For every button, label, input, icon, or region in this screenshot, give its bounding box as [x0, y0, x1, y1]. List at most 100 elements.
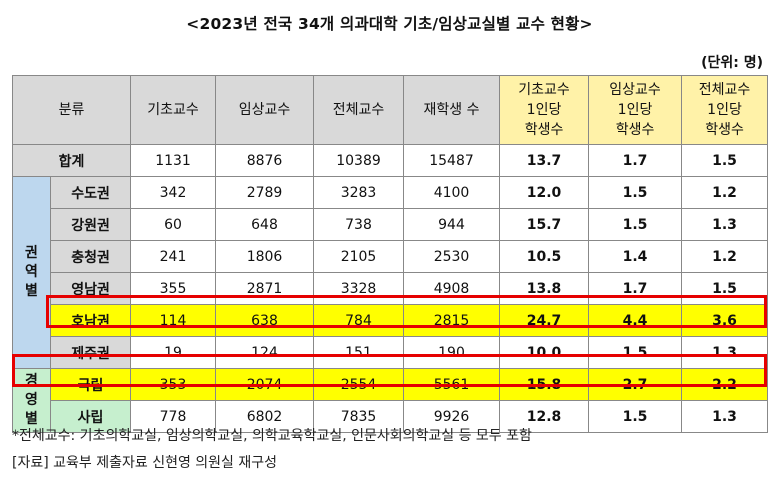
- cell-value: 1.2: [681, 240, 769, 273]
- cell-value: 2789: [215, 176, 315, 209]
- cell-value: 4.4: [588, 304, 683, 337]
- cell-value: 738: [313, 208, 405, 241]
- cell-value: 24.7: [499, 304, 590, 337]
- header-basic-ratio: 기초교수 1인당 학생수: [499, 75, 590, 145]
- source-note: [자료] 교육부 제출자료 신현영 의원실 재구성: [12, 455, 278, 471]
- table-row: 영남권 355 2871 3328 4908 13.8 1.7 1.5: [13, 272, 769, 305]
- cell-value: 2105: [313, 240, 405, 273]
- row-label: 제주권: [49, 336, 132, 369]
- row-label: 호남권: [49, 304, 132, 337]
- row-label: 국립: [49, 368, 132, 401]
- group-label-management-char: 별: [25, 411, 38, 427]
- cell-value: 241: [130, 240, 217, 273]
- cell-value: 5561: [403, 368, 501, 401]
- cell-value: 12.8: [499, 400, 590, 433]
- footnote: *전체교수: 기초의학교실, 임상의학교실, 의학교육학교실, 인문사회의학교실…: [12, 428, 532, 444]
- cell-value: 1.7: [588, 144, 683, 177]
- table-row: 권 역 별 수도권 342 2789 3283 4100 12.0 1.5 1.2: [12, 176, 769, 369]
- cell-value: 13.7: [499, 144, 590, 177]
- cell-value: 124: [215, 336, 315, 369]
- cell-value: 784: [313, 304, 405, 337]
- page-title: <2023년 전국 34개 의과대학 기초/임상교실별 교수 현황>: [186, 15, 593, 33]
- cell-value: 355: [130, 272, 217, 305]
- header-total-ratio-line1: 전체교수: [698, 82, 751, 98]
- cell-value: 190: [403, 336, 501, 369]
- group-label-management-char: 영: [25, 392, 38, 408]
- cell-value: 944: [403, 208, 501, 241]
- cell-value: 12.0: [499, 176, 590, 209]
- row-label: 충청권: [49, 240, 132, 273]
- header-clinical-ratio-line3: 학생수: [615, 122, 655, 138]
- cell-value: 8876: [215, 144, 315, 177]
- header-category: 분류: [11, 75, 132, 145]
- header-basic: 기초교수: [130, 75, 217, 145]
- cell-value: 2871: [215, 272, 315, 305]
- cell-value: 1.5: [681, 144, 769, 177]
- table-row: 제주권 19 124 151 190 10.0 1.5 1.3: [13, 336, 769, 369]
- cell-value: 9926: [403, 400, 501, 433]
- header-clinical-ratio-line1: 임상교수: [609, 82, 661, 98]
- group-label-region-char: 별: [25, 283, 38, 299]
- cell-value: 1.5: [588, 400, 683, 433]
- header-students: 재학생 수: [403, 75, 501, 145]
- cell-value: 2.7: [588, 368, 683, 401]
- cell-value: 1.5: [588, 176, 683, 209]
- cell-value: 15.7: [499, 208, 590, 241]
- cell-value: 342: [130, 176, 217, 209]
- cell-value: 10.0: [499, 336, 590, 369]
- cell-value: 6802: [215, 400, 315, 433]
- cell-value: 19: [130, 336, 217, 369]
- cell-value: 1.4: [588, 240, 683, 273]
- group-label-region-char: 역: [25, 264, 38, 280]
- cell-value: 151: [313, 336, 405, 369]
- cell-value: 3.6: [681, 304, 769, 337]
- header-total-ratio-line3: 학생수: [705, 122, 744, 138]
- cell-value: 1.2: [681, 176, 769, 209]
- cell-value: 2074: [215, 368, 315, 401]
- header-total: 전체교수: [313, 75, 405, 145]
- cell-value: 3328: [313, 272, 405, 305]
- cell-value: 60: [130, 208, 217, 241]
- cell-value: 7835: [313, 400, 405, 433]
- row-label: 강원권: [49, 208, 132, 241]
- row-label: 영남권: [49, 272, 132, 305]
- group-label-region-char: 권: [25, 245, 38, 261]
- cell-value: 1.3: [681, 400, 769, 433]
- header-basic-ratio-line2: 1인당: [526, 102, 562, 118]
- table-row-total: 합계 1131 8876 10389 15487 13.7 1.7 1.5: [11, 144, 769, 177]
- table-row: 경 영 별 국립 353 2074 2554 5561 15.8 2.7 2.2: [12, 368, 769, 433]
- table-row: 사립 778 6802 7835 9926 12.8 1.5 1.3: [13, 400, 769, 433]
- cell-value: 114: [130, 304, 217, 337]
- cell-value: 1.3: [681, 336, 769, 369]
- header-total-ratio: 전체교수 1인당 학생수: [681, 75, 769, 145]
- group-label-management-char: 경: [25, 373, 38, 389]
- cell-value: 2530: [403, 240, 501, 273]
- cell-value: 4100: [403, 176, 501, 209]
- cell-value: 638: [215, 304, 315, 337]
- row-label: 수도권: [49, 176, 132, 209]
- cell-value: 15.8: [499, 368, 590, 401]
- cell-value: 1.7: [588, 272, 683, 305]
- cell-value: 1806: [215, 240, 315, 273]
- faculty-table: 분류 기초교수 임상교수 전체교수 재학생 수 기초교수 1인당 학생수 임상교…: [11, 75, 769, 433]
- table-body: 분류 기초교수 임상교수 전체교수 재학생 수 기초교수 1인당 학생수 임상교…: [11, 75, 769, 433]
- header-basic-ratio-line1: 기초교수: [518, 82, 570, 98]
- table-row: 강원권 60 648 738 944 15.7 1.5 1.3: [13, 208, 769, 241]
- cell-value: 1.5: [588, 208, 683, 241]
- cell-value: 353: [130, 368, 217, 401]
- cell-value: 2.2: [681, 368, 769, 401]
- unit-label: (단위: 명): [701, 55, 763, 71]
- cell-value: 2815: [403, 304, 501, 337]
- row-label: 사립: [49, 400, 132, 433]
- cell-value: 648: [215, 208, 315, 241]
- cell-value: 1.5: [681, 272, 769, 305]
- cell-value: 3283: [313, 176, 405, 209]
- cell-value: 1131: [130, 144, 217, 177]
- cell-value: 4908: [403, 272, 501, 305]
- cell-value: 13.8: [499, 272, 590, 305]
- table-row: 호남권 114 638 784 2815 24.7 4.4 3.6: [13, 304, 769, 337]
- cell-value: 10.5: [499, 240, 590, 273]
- header-clinical: 임상교수: [215, 75, 315, 145]
